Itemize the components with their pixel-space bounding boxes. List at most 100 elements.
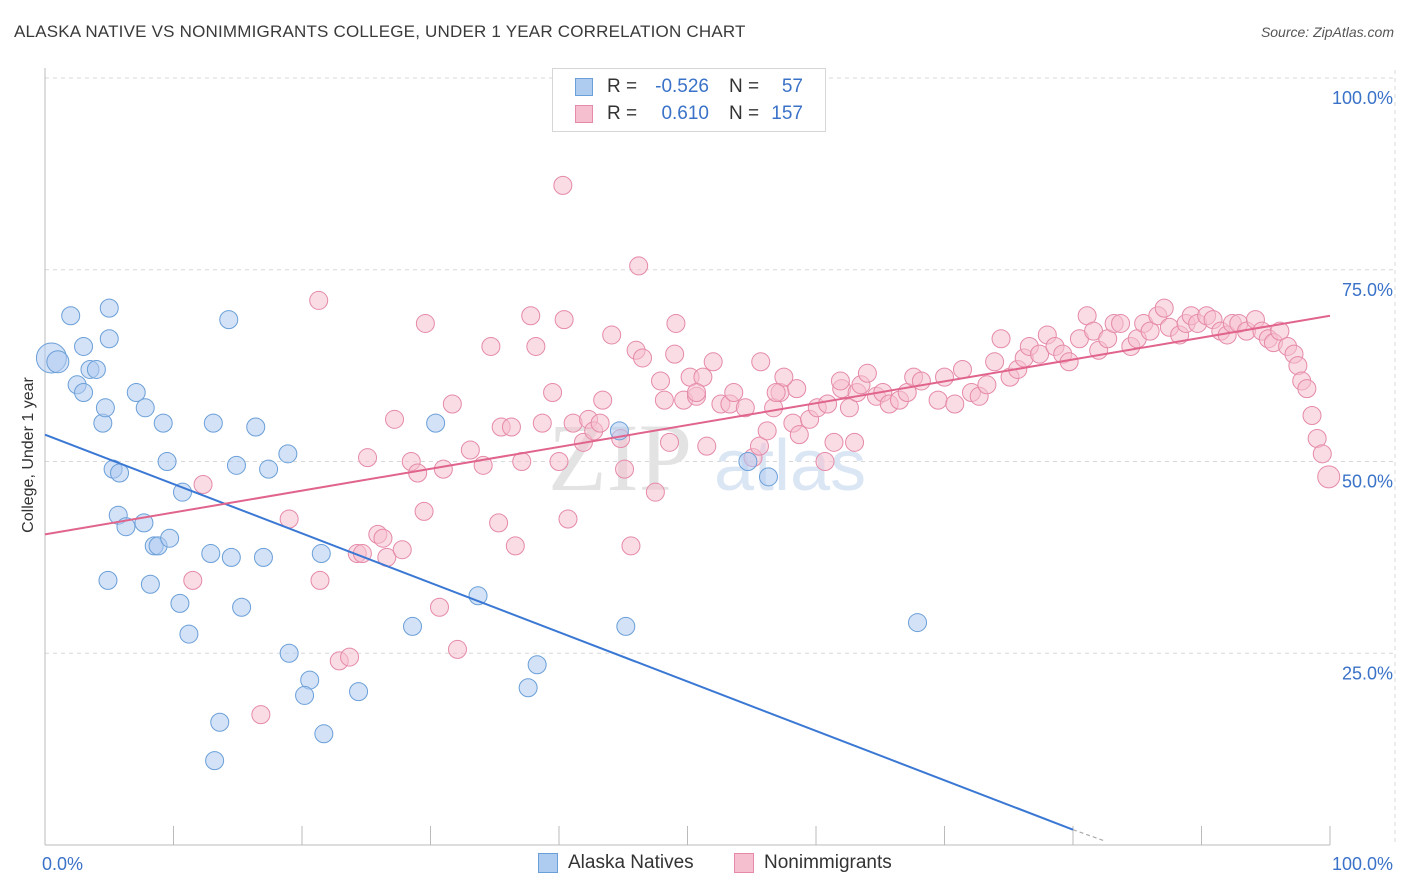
nonimmigrants-point [526,336,546,356]
nonimmigrants-point [433,459,453,479]
legend-r-value: 0.610 [661,103,709,124]
nonimmigrants-point [651,371,671,391]
nonimmigrants-point [602,325,622,345]
nonimmigrants-point [660,432,680,452]
nonimmigrants-trend-line [44,314,1331,536]
alaska-natives-point [259,459,279,479]
nonimmigrants-point [1317,465,1341,489]
y-axis-label: College, Under 1 year [20,377,37,533]
nonimmigrants-point [310,570,330,590]
nonimmigrants-point [845,432,865,452]
nonimmigrants-point [751,352,771,372]
nonimmigrants-point [447,639,467,659]
nonimmigrants-point [615,459,635,479]
legend-row-nonimmigrants: R = 0.610 N = 157 [575,101,803,127]
alaska-natives-point [527,655,547,675]
alaska-natives-point [126,382,146,402]
legend-r-value: -0.526 [655,76,709,97]
alaska-natives-points [35,298,928,771]
legend-n-value: 157 [771,103,803,124]
nonimmigrants-point [532,413,552,433]
nonimmigrants-point [558,509,578,529]
nonimmigrants-point [183,570,203,590]
nonimmigrants-point [553,175,573,195]
alaska-natives-point [426,413,446,433]
y-tick-label: 50.0% [1342,472,1393,492]
nonimmigrants-point [415,313,435,333]
alaska-natives-point [210,712,230,732]
nonimmigrants-point [593,390,613,410]
nonimmigrants-point [1030,344,1050,364]
alaska-natives-point [738,452,758,471]
nonimmigrants-point [621,536,641,556]
nonimmigrants-point [501,417,521,437]
alaska-natives-point [74,336,94,356]
alaska-natives-point [172,482,192,502]
nonimmigrants-point [1111,313,1131,333]
nonimmigrants-point [505,536,525,556]
series-legend-label: Alaska Natives [568,852,694,873]
nonimmigrants-point [549,452,569,471]
legend-swatch-blue [575,78,593,96]
nonimmigrants-point [392,540,412,560]
nonimmigrants-point [774,367,794,387]
nonimmigrants-point [358,448,378,468]
nonimmigrants-point [686,382,706,402]
nonimmigrants-point [818,394,838,414]
nonimmigrants-point [757,421,777,441]
series-legend-alaska-natives[interactable]: Alaska Natives [538,852,694,874]
alaska-natives-point [221,547,241,567]
y-tick-label: 75.0% [1342,280,1393,300]
nonimmigrants-points [183,175,1341,725]
alaska-natives-point [278,444,298,464]
nonimmigrants-point [481,336,501,356]
nonimmigrants-point [654,390,674,410]
nonimmigrants-point [991,329,1011,349]
legend-n-label: N = [729,103,760,124]
series-legend-nonimmigrants[interactable]: Nonimmigrants [734,852,892,874]
alaska-natives-point [758,467,778,487]
nonimmigrants-point [928,390,948,410]
nonimmigrants-point [251,705,271,725]
alaska-natives-point [179,624,199,644]
nonimmigrants-point [414,501,434,521]
alaska-natives-point [279,643,299,663]
nonimmigrants-point [815,452,835,471]
chart-source: Source: ZipAtlas.com [1260,24,1394,40]
nonimmigrants-point [735,398,755,418]
alaska-natives-point [153,413,173,433]
nonimmigrants-point [666,313,686,333]
alaska-natives-point [99,329,119,349]
nonimmigrants-point [787,379,807,399]
alaska-natives-point [203,413,223,433]
nonimmigrants-point [1140,321,1160,341]
nonimmigrants-point [724,382,744,402]
nonimmigrants-point [766,382,786,402]
nonimmigrants-point [385,409,405,429]
nonimmigrants-point [442,394,462,414]
nonimmigrants-point [977,375,997,395]
alaska-natives-point [403,616,423,636]
alaska-natives-point [74,382,94,402]
nonimmigrants-point [985,352,1005,372]
series-legend: Alaska Natives Nonimmigrants [0,852,1406,878]
nonimmigrants-point [824,432,844,452]
nonimmigrants-point [749,436,769,456]
alaska-natives-point [86,359,106,379]
alaska-natives-point [314,724,334,744]
nonimmigrants-point [340,647,360,667]
alaska-natives-point [908,613,928,633]
alaska-natives-point [311,544,331,564]
nonimmigrants-point [193,475,213,495]
series-swatch-pink [734,853,754,873]
nonimmigrants-point [645,482,665,502]
alaska-natives-point [160,528,180,548]
nonimmigrants-point [460,440,480,460]
alaska-natives-point [99,298,119,318]
nonimmigrants-point [590,413,610,433]
nonimmigrants-point [633,348,653,368]
alaska-natives-point [170,593,190,613]
alaska-natives-point [518,678,538,698]
alaska-natives-point [219,310,239,330]
